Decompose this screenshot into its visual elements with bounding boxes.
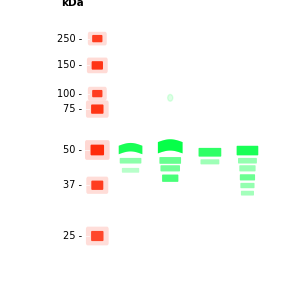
FancyBboxPatch shape <box>91 104 104 114</box>
FancyBboxPatch shape <box>162 175 178 182</box>
Polygon shape <box>158 139 183 153</box>
FancyBboxPatch shape <box>92 35 102 42</box>
Text: 3: 3 <box>207 19 213 29</box>
Text: 37 -: 37 - <box>63 180 82 190</box>
FancyBboxPatch shape <box>120 158 141 164</box>
Text: 25 -: 25 - <box>63 231 82 241</box>
FancyBboxPatch shape <box>86 100 109 118</box>
Text: 1: 1 <box>95 19 101 29</box>
FancyBboxPatch shape <box>92 61 103 70</box>
FancyBboxPatch shape <box>122 168 139 173</box>
FancyBboxPatch shape <box>85 140 110 160</box>
FancyBboxPatch shape <box>239 165 256 171</box>
Text: 4: 4 <box>244 19 250 29</box>
FancyBboxPatch shape <box>237 146 258 155</box>
Text: 2: 2 <box>167 19 173 29</box>
FancyBboxPatch shape <box>86 177 108 194</box>
FancyBboxPatch shape <box>88 87 107 100</box>
FancyBboxPatch shape <box>92 90 102 97</box>
Text: 75 -: 75 - <box>63 104 82 114</box>
Polygon shape <box>158 139 183 153</box>
FancyBboxPatch shape <box>86 226 109 245</box>
Text: 50 -: 50 - <box>63 145 82 155</box>
Text: 5: 5 <box>282 19 288 29</box>
Text: 1: 1 <box>128 19 134 29</box>
FancyBboxPatch shape <box>88 32 107 45</box>
FancyBboxPatch shape <box>91 231 104 241</box>
FancyBboxPatch shape <box>160 165 180 171</box>
Text: 250 -: 250 - <box>57 34 82 44</box>
FancyBboxPatch shape <box>240 174 255 181</box>
FancyBboxPatch shape <box>241 191 254 196</box>
FancyBboxPatch shape <box>238 158 257 164</box>
FancyBboxPatch shape <box>91 145 104 155</box>
FancyBboxPatch shape <box>200 159 219 164</box>
FancyBboxPatch shape <box>159 157 181 164</box>
FancyBboxPatch shape <box>199 148 221 157</box>
Circle shape <box>168 94 173 101</box>
Text: 150 -: 150 - <box>57 60 82 70</box>
Text: 100 -: 100 - <box>57 88 82 99</box>
Text: kDa: kDa <box>61 0 84 8</box>
FancyBboxPatch shape <box>87 58 108 73</box>
Polygon shape <box>119 143 142 154</box>
Polygon shape <box>119 143 142 154</box>
FancyBboxPatch shape <box>91 181 103 190</box>
FancyBboxPatch shape <box>240 183 254 188</box>
